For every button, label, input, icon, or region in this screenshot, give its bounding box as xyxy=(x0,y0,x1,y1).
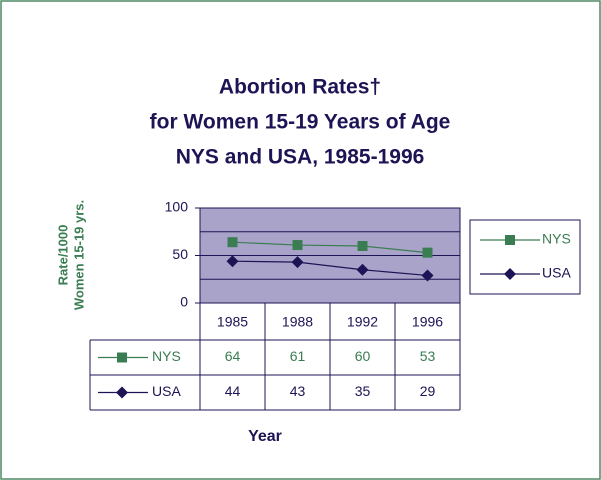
x-tick-label: 1996 xyxy=(412,314,443,330)
table-value: 29 xyxy=(420,383,436,399)
y-axis-label: Rate/1000 xyxy=(55,225,70,286)
table-value: 44 xyxy=(225,383,241,399)
table-value: 35 xyxy=(355,383,371,399)
legend-box xyxy=(469,219,581,295)
marker xyxy=(117,352,127,363)
marker xyxy=(116,386,128,399)
x-axis-label: Year xyxy=(248,428,282,445)
marker xyxy=(292,240,303,251)
chart-title: Abortion Rates† xyxy=(219,76,381,99)
table-value: 64 xyxy=(225,348,241,364)
marker xyxy=(357,241,368,251)
legend-label: USA xyxy=(542,265,571,281)
marker xyxy=(291,256,304,269)
y-tick-label: 0 xyxy=(180,294,188,310)
table-legend-label: USA xyxy=(152,383,181,399)
marker xyxy=(356,263,369,276)
marker xyxy=(505,235,515,245)
x-tick-label: 1992 xyxy=(347,314,378,330)
x-tick-label: 1985 xyxy=(217,314,248,330)
marker xyxy=(227,237,238,248)
legend-label: NYS xyxy=(542,231,571,247)
marker xyxy=(504,268,516,280)
table-value: 61 xyxy=(290,348,306,364)
y-axis-label: Women 15-19 yrs. xyxy=(71,200,86,310)
table-value: 60 xyxy=(355,348,371,364)
marker xyxy=(226,255,239,268)
chart-title: NYS and USA, 1985-1996 xyxy=(176,146,425,169)
x-tick-label: 1988 xyxy=(282,314,313,330)
marker xyxy=(422,247,433,258)
table-value: 43 xyxy=(290,383,306,399)
marker xyxy=(421,269,434,282)
chart-title: for Women 15-19 Years of Age xyxy=(150,111,451,134)
table-legend-label: NYS xyxy=(152,348,181,364)
table-value: 53 xyxy=(420,348,436,364)
series-line xyxy=(232,241,428,254)
series-line xyxy=(232,260,428,277)
y-tick-label: 50 xyxy=(172,246,188,262)
y-tick-label: 100 xyxy=(165,199,189,215)
